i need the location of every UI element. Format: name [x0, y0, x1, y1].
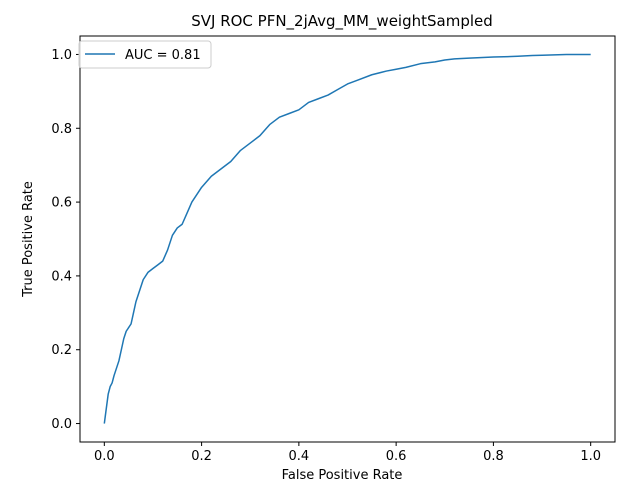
- plot-background: [80, 36, 615, 442]
- roc-curve-line: [103, 53, 591, 424]
- x-tick-label: 0.4: [289, 449, 310, 464]
- x-tick-label: 0.0: [94, 449, 115, 464]
- x-tick-label: 0.8: [483, 449, 504, 464]
- plot-frame: [79, 35, 616, 443]
- y-tick-label: 1.0: [51, 48, 72, 63]
- legend-box: [78, 40, 212, 69]
- legend-entry-label: AUC = 0.81: [125, 48, 201, 63]
- y-tick-label: 0.8: [51, 122, 72, 137]
- y-tick-label: 0.6: [51, 196, 72, 211]
- x-tick-label: 1.0: [580, 449, 601, 464]
- y-tick-label: 0.0: [51, 417, 72, 432]
- y-tick-label: 0.2: [51, 343, 72, 358]
- y-tick-label: 0.4: [51, 269, 72, 284]
- y-axis-ticks: 0.0 0.2 0.4 0.6 0.8 1.0: [51, 48, 80, 432]
- plot-area: [79, 35, 616, 443]
- x-tick-label: 0.6: [386, 449, 407, 464]
- x-tick-label: 0.2: [191, 449, 212, 464]
- x-axis-label: False Positive Rate: [282, 468, 403, 480]
- legend: AUC = 0.81: [78, 40, 212, 69]
- chart-title: SVJ ROC PFN_2jAvg_MM_weightSampled: [191, 12, 493, 31]
- x-axis-ticks: 0.0 0.2 0.4 0.6 0.8 1.0: [94, 442, 601, 464]
- series-layer: [103, 53, 591, 424]
- y-axis-label: True Positive Rate: [21, 181, 36, 298]
